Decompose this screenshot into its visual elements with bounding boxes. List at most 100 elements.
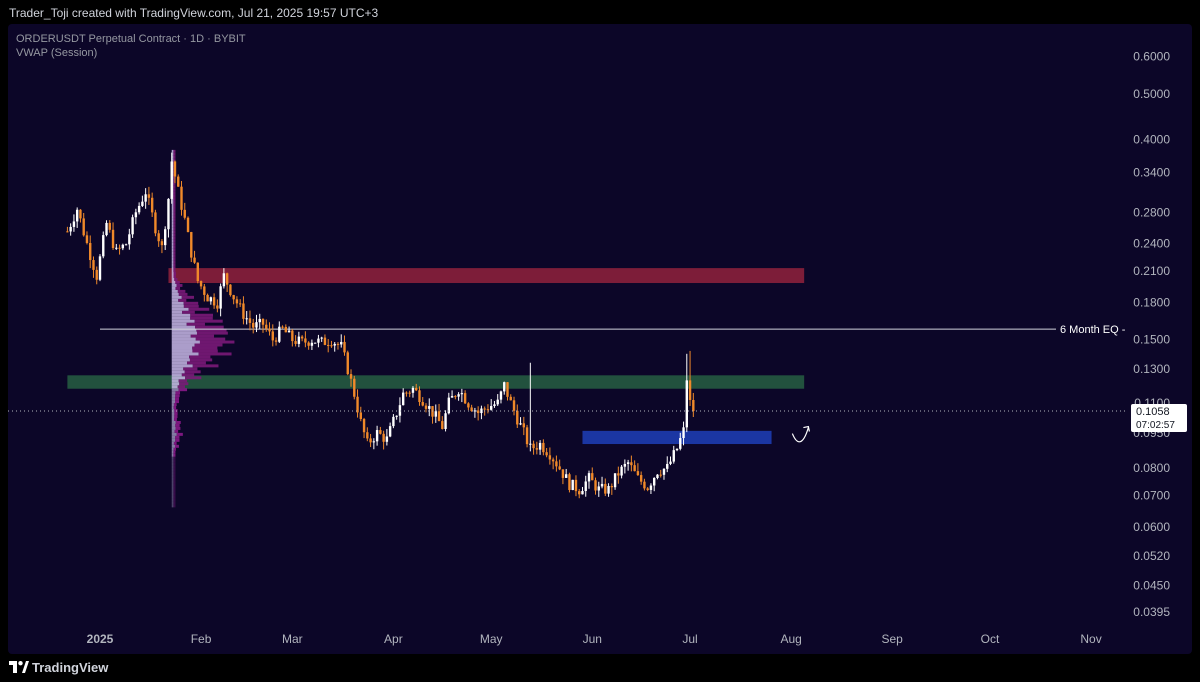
candle-body — [229, 284, 232, 296]
volume-profile-bar — [171, 307, 189, 311]
candle-body — [441, 421, 444, 429]
candle-body — [626, 462, 630, 464]
candle-body — [349, 374, 353, 379]
volume-profile-bar — [173, 194, 176, 198]
volume-profile-bar — [171, 423, 176, 427]
candle-body — [313, 342, 317, 344]
volume-profile-bar — [173, 272, 176, 276]
volume-profile-bar — [173, 501, 176, 505]
volume-profile-bar — [171, 230, 174, 234]
candle-body — [209, 297, 213, 302]
projection-arrow[interactable] — [791, 427, 809, 443]
volume-profile-bar — [173, 149, 176, 153]
volume-profile-bar — [171, 251, 174, 255]
candle-body — [252, 322, 255, 328]
volume-profile-bar — [171, 489, 174, 493]
candle-body — [379, 430, 382, 434]
volume-profile-bar — [195, 337, 226, 341]
candle-body — [327, 344, 330, 346]
candle-body — [587, 473, 591, 482]
volume-profile-bar — [171, 319, 195, 323]
support-zone[interactable] — [67, 375, 805, 389]
candle-body — [447, 397, 451, 414]
volume-profile-bar — [198, 352, 232, 356]
candle-body — [85, 235, 89, 243]
candle-body — [388, 426, 392, 437]
candle-body — [516, 410, 519, 425]
candle-body — [639, 475, 643, 482]
candle-body — [490, 406, 493, 410]
volume-profile-bar — [171, 343, 195, 347]
y-tick-label: 0.0520 — [1133, 549, 1170, 563]
volume-profile-bar — [171, 221, 174, 225]
demand-zone[interactable] — [582, 430, 772, 445]
volume-profile-bar — [175, 394, 180, 398]
volume-profile-bar — [173, 176, 176, 180]
indicator-legend[interactable]: VWAP (Session) — [16, 47, 98, 59]
volume-profile-bar — [178, 379, 188, 383]
volume-profile-bar — [173, 236, 176, 240]
candle-body — [473, 410, 477, 412]
volume-profile-bar — [171, 301, 184, 305]
volume-profile-bar — [171, 498, 174, 502]
candle-body — [144, 194, 147, 202]
volume-profile-bar — [171, 373, 182, 377]
volume-profile-bar — [173, 251, 176, 255]
volume-profile-bar — [176, 283, 183, 287]
candle-body — [411, 387, 415, 393]
volume-profile-bar — [171, 289, 178, 293]
candle-body — [157, 233, 160, 242]
volume-profile-bar — [181, 373, 195, 377]
volume-profile-bar — [171, 388, 179, 392]
y-tick-label: 0.2800 — [1133, 205, 1170, 219]
volume-profile-bar — [175, 438, 180, 442]
candle-body — [212, 297, 216, 306]
volume-profile-bar — [171, 468, 174, 472]
volume-profile-bar — [171, 352, 199, 356]
candle-body — [418, 390, 421, 403]
volume-profile-bar — [173, 459, 176, 463]
volume-profile-bar — [171, 465, 174, 469]
symbol-legend[interactable]: ORDERUSDT Perpetual Contract · 1D · BYBI… — [16, 33, 246, 45]
volume-profile-bar — [171, 310, 183, 314]
candle-body — [392, 416, 395, 427]
candle-body — [336, 343, 340, 345]
candle-body — [633, 465, 636, 472]
volume-profile-bar — [173, 215, 176, 219]
volume-profile-bar — [173, 447, 176, 451]
candle-body — [428, 406, 431, 409]
candle-body — [69, 226, 72, 232]
candle-body — [662, 468, 666, 475]
volume-profile-bar — [171, 257, 174, 261]
countdown-label: 07:02:57 — [1136, 420, 1175, 431]
volume-profile-bar — [171, 409, 175, 413]
candle-body — [121, 244, 125, 249]
volume-profile-bar — [173, 403, 177, 407]
volume-profile-bar — [196, 328, 227, 332]
volume-profile-bar — [176, 432, 183, 436]
volume-profile-bar — [171, 206, 174, 210]
attribution-bar: Trader_Toji created with TradingView.com… — [0, 0, 1200, 24]
candle-body — [183, 209, 186, 218]
volume-profile-bar — [171, 248, 174, 252]
candle-body — [95, 269, 98, 280]
volume-profile-bar — [171, 361, 188, 365]
current-price-badge[interactable] — [1131, 404, 1187, 432]
volume-profile-bar — [171, 394, 176, 398]
candle-body — [529, 443, 532, 445]
volume-profile-bar — [173, 489, 176, 493]
volume-profile-bar — [178, 388, 188, 392]
volume-profile-bar — [171, 197, 174, 201]
candle-body — [307, 342, 310, 346]
volume-profile-bar — [171, 260, 174, 264]
y-tick-label: 0.0700 — [1133, 488, 1170, 502]
candle-body — [219, 286, 222, 309]
candle-body — [196, 262, 199, 282]
candle-body — [284, 326, 288, 333]
resistance-zone[interactable] — [168, 268, 805, 284]
candle-body — [594, 480, 597, 491]
volume-profile-bar — [190, 316, 213, 320]
candle-body — [480, 408, 483, 414]
candle-body — [118, 247, 121, 249]
